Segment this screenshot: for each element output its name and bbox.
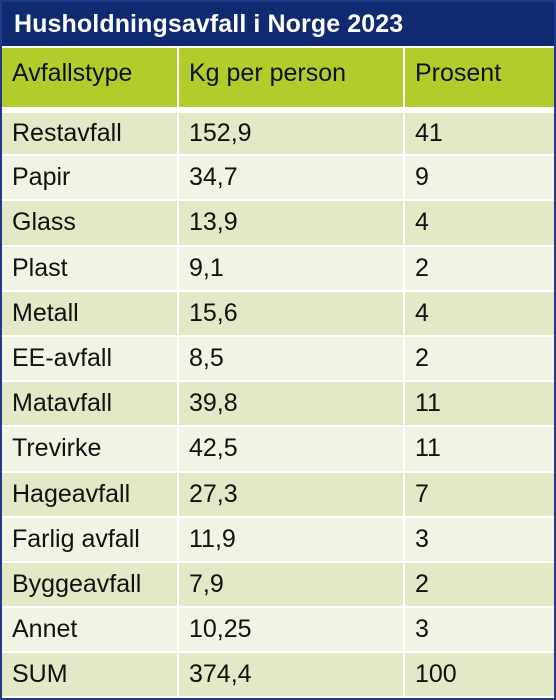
column-header-type: Avfallstype xyxy=(2,48,179,113)
waste-table: Avfallstype Kg per person Prosent Restav… xyxy=(2,48,554,699)
cell-kg: 10,25 xyxy=(178,607,405,654)
cell-kg: 374,4 xyxy=(178,652,405,699)
cell-percent: 2 xyxy=(404,245,554,292)
cell-kg: 15,6 xyxy=(178,290,405,337)
table-row: Metall 15,6 4 xyxy=(2,290,554,337)
cell-type: Metall xyxy=(2,290,179,337)
cell-kg: 34,7 xyxy=(178,155,405,202)
cell-percent: 4 xyxy=(404,290,554,337)
cell-kg: 27,3 xyxy=(178,471,405,518)
table-header-row: Avfallstype Kg per person Prosent xyxy=(2,48,554,113)
cell-type: Trevirke xyxy=(2,426,179,473)
cell-kg: 42,5 xyxy=(178,426,405,473)
table-row: Restavfall 152,9 41 xyxy=(2,110,554,157)
table-row: Trevirke 42,5 11 xyxy=(2,426,554,473)
table-row: Glass 13,9 4 xyxy=(2,200,554,247)
cell-kg: 39,8 xyxy=(178,381,405,428)
cell-type: Byggeavfall xyxy=(2,561,179,609)
column-header-kg: Kg per person xyxy=(178,48,405,113)
cell-percent: 100 xyxy=(404,652,554,699)
cell-type: Hageavfall xyxy=(2,471,179,518)
cell-percent: 7 xyxy=(404,471,554,518)
cell-kg: 9,1 xyxy=(178,245,405,292)
cell-type: Annet xyxy=(2,607,179,654)
cell-percent: 11 xyxy=(404,381,554,428)
cell-kg: 8,5 xyxy=(178,335,405,383)
cell-type: Restavfall xyxy=(2,110,179,157)
cell-percent: 2 xyxy=(404,335,554,383)
cell-type: Glass xyxy=(2,200,179,247)
cell-percent: 3 xyxy=(404,516,554,563)
cell-percent: 9 xyxy=(404,155,554,202)
cell-type: SUM xyxy=(2,652,179,699)
cell-percent: 4 xyxy=(404,200,554,247)
table-row: Annet 10,25 3 xyxy=(2,607,554,654)
cell-kg: 11,9 xyxy=(178,516,405,563)
column-header-percent: Prosent xyxy=(404,48,554,113)
cell-kg: 152,9 xyxy=(178,110,405,157)
table-row: Matavfall 39,8 11 xyxy=(2,381,554,428)
cell-percent: 41 xyxy=(404,110,554,157)
cell-percent: 11 xyxy=(404,426,554,473)
table-row: Plast 9,1 2 xyxy=(2,245,554,292)
cell-type: Matavfall xyxy=(2,381,179,428)
table-row: EE-avfall 8,5 2 xyxy=(2,335,554,383)
cell-percent: 3 xyxy=(404,607,554,654)
cell-type: Papir xyxy=(2,155,179,202)
cell-percent: 2 xyxy=(404,561,554,609)
cell-type: Farlig avfall xyxy=(2,516,179,563)
table-row: Byggeavfall 7,9 2 xyxy=(2,561,554,609)
table-row: Papir 34,7 9 xyxy=(2,155,554,202)
page-title: Husholdningsavfall i Norge 2023 xyxy=(2,2,554,46)
table-row-sum: SUM 374,4 100 xyxy=(2,652,554,699)
cell-type: EE-avfall xyxy=(2,335,179,383)
cell-kg: 13,9 xyxy=(178,200,405,247)
cell-type: Plast xyxy=(2,245,179,292)
cell-kg: 7,9 xyxy=(178,561,405,609)
table-row: Farlig avfall 11,9 3 xyxy=(2,516,554,563)
table-row: Hageavfall 27,3 7 xyxy=(2,471,554,518)
